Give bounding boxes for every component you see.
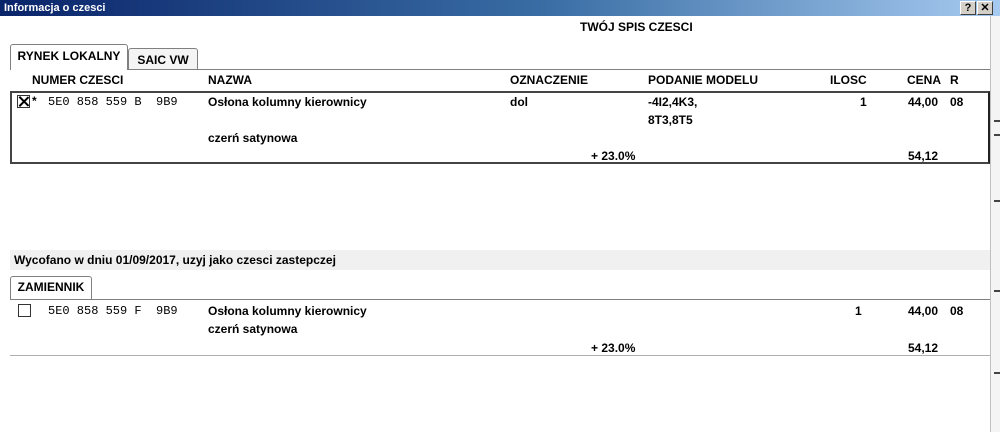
part-vat: + 23.0% xyxy=(591,149,636,163)
tab-saic-vw[interactable]: SAIC VW xyxy=(128,48,198,70)
close-button[interactable]: ✕ xyxy=(977,1,993,15)
strip-mark xyxy=(994,134,1000,136)
col-header-ilosc: ILOSC xyxy=(830,73,867,87)
part-checkbox[interactable] xyxy=(17,95,30,108)
part-ilosc: 1 xyxy=(860,95,867,109)
part-r: 08 xyxy=(950,95,964,109)
replacement-name: Osłona kolumny kierownicy xyxy=(208,304,367,318)
part-cena: 44,00 xyxy=(908,95,939,109)
replacement-color: czerń satynowa xyxy=(208,322,298,336)
strip-mark xyxy=(994,120,1000,122)
window-titlebar: Informacja o czesci xyxy=(0,0,1000,16)
strip-mark xyxy=(994,200,1000,202)
withdrawn-notice: Wycofano w dniu 01/09/2017, uzyj jako cz… xyxy=(10,250,990,270)
part-oznaczenie: dol xyxy=(510,95,528,109)
background-window-edge xyxy=(990,16,1000,432)
part-row[interactable] xyxy=(10,91,990,164)
col-header-podanie: PODANIE MODELU xyxy=(648,73,759,87)
replacement-number: 5E0 858 559 F 9B9 xyxy=(48,304,178,318)
replacement-cena-brutto: 54,12 xyxy=(908,341,939,355)
help-button[interactable]: ? xyxy=(960,1,976,15)
tab-zamiennik[interactable]: ZAMIENNIK xyxy=(10,276,92,300)
replacement-ilosc: 1 xyxy=(855,304,862,318)
replacement-cena: 44,00 xyxy=(908,304,939,318)
part-marker: * xyxy=(32,94,37,108)
parts-list-title: TWÓJ SPIS CZESCI xyxy=(580,20,693,34)
part-model-line1: -4I2,4K3, xyxy=(648,95,698,109)
replacement-tab-underline xyxy=(10,299,990,300)
strip-mark xyxy=(994,290,1000,292)
part-model-line2: 8T3,8T5 xyxy=(648,113,693,127)
window-title: Informacja o czesci xyxy=(4,2,106,14)
col-header-nazwa: NAZWA xyxy=(208,73,252,87)
strip-mark xyxy=(994,372,1000,374)
col-header-oznaczenie: OZNACZENIE xyxy=(510,73,588,87)
replacement-vat: + 23.0% xyxy=(591,341,636,355)
part-cena-brutto: 54,12 xyxy=(908,149,939,163)
tab-underline xyxy=(10,69,990,70)
col-header-numer: NUMER CZESCI xyxy=(32,73,124,87)
col-header-cena: CENA xyxy=(907,73,942,87)
part-name: Osłona kolumny kierownicy xyxy=(208,95,367,109)
tab-rynek-lokalny[interactable]: RYNEK LOKALNY xyxy=(10,44,128,70)
part-number: 5E0 858 559 B 9B9 xyxy=(48,95,178,109)
replacement-r: 08 xyxy=(950,304,964,318)
col-header-r: R xyxy=(950,73,959,87)
part-color: czerń satynowa xyxy=(208,131,298,145)
replacement-checkbox[interactable] xyxy=(18,304,31,317)
replacement-row-divider xyxy=(10,355,990,356)
